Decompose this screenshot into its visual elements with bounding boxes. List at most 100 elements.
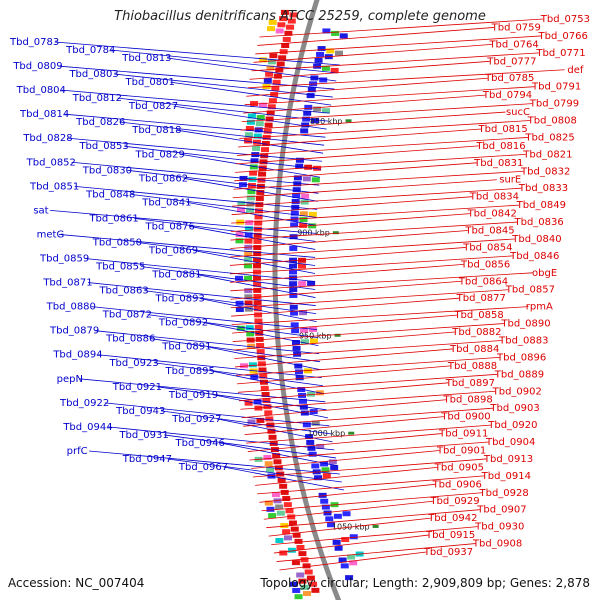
label-leader-right: [239, 120, 531, 139]
gene-block: [298, 398, 307, 404]
gene-block: [268, 19, 277, 25]
label-leader-right: [259, 18, 544, 38]
gene-block: [308, 451, 317, 457]
gene-label-left: Tbd_0921: [112, 382, 162, 393]
gene-label-right: Tbd_0794: [482, 90, 532, 101]
gene-block: [244, 263, 253, 269]
gene-block: [289, 12, 298, 18]
gene-block: [253, 245, 262, 251]
label-leader-right: [233, 331, 455, 351]
gene-block: [249, 170, 258, 176]
gene-label-left: pepN: [57, 374, 83, 385]
label-leader-left: [206, 346, 321, 371]
gene-block: [308, 211, 317, 217]
gene-block: [246, 119, 255, 125]
gene-block: [246, 331, 255, 337]
label-leader-left: [134, 218, 316, 242]
gene-label-right: Tbd_0884: [449, 344, 499, 355]
gene-block: [259, 57, 268, 63]
gene-block: [269, 53, 278, 59]
gene-block: [289, 269, 298, 275]
label-leader-right: [231, 306, 529, 326]
gene-block: [266, 110, 275, 116]
label-leader-left: [120, 121, 325, 146]
gene-label-right: Tbd_0825: [524, 132, 574, 143]
gene-label-right: Tbd_0898: [443, 395, 493, 406]
gene-block: [323, 510, 332, 516]
gene-label-left: Tbd_0871: [42, 278, 92, 289]
label-leader-right: [237, 137, 528, 156]
label-leader-right: [231, 297, 460, 317]
gene-block: [292, 345, 301, 351]
gene-block: [275, 28, 284, 34]
scale-tick-mark: [372, 524, 379, 528]
gene-labels: Tbd_0783 Tbd_0784 Tbd_0813 Tbd_0809 Tbd_0803…: [9, 14, 590, 558]
gene-block: [288, 520, 297, 526]
gene-block: [253, 399, 262, 405]
label-leader-right: [239, 382, 449, 402]
gene-block: [244, 251, 253, 257]
gene-label-right: Tbd_0901: [436, 445, 486, 456]
gene-block: [289, 263, 298, 269]
gene-label-right: Tbd_0896: [496, 352, 546, 363]
gene-block: [302, 422, 311, 428]
gene-block: [277, 22, 286, 28]
gene-label-right: sucC: [506, 107, 530, 118]
label-leader-right: [233, 170, 524, 190]
label-leader-right: [247, 69, 565, 89]
gene-block: [290, 526, 299, 532]
gene-label-left: Tbd_0852: [26, 157, 76, 168]
gene-label-right: Tbd_0764: [488, 39, 538, 50]
gene-block: [299, 404, 308, 410]
gene-block: [279, 550, 288, 556]
label-leader-left: [160, 410, 331, 435]
gene-label-right: Tbd_0902: [492, 386, 542, 397]
label-leader-right: [255, 35, 542, 55]
gene-label-left: Tbd_0927: [171, 414, 221, 425]
label-leader-right: [253, 43, 492, 63]
gene-block: [247, 189, 256, 195]
label-leader-right: [257, 475, 485, 495]
gene-block: [254, 220, 263, 226]
gene-label-left: Tbd_0848: [85, 189, 135, 200]
label-leader-left: [108, 426, 335, 451]
label-leader-right: [235, 348, 453, 368]
gene-label-left: Tbd_0804: [16, 85, 66, 96]
gene-block: [244, 288, 253, 294]
gene-block: [238, 182, 247, 188]
gene-label-right: Tbd_0849: [516, 200, 566, 211]
label-leader-left: [54, 41, 341, 66]
gene-block: [316, 443, 325, 449]
label-leader-right: [241, 103, 533, 123]
gene-block: [291, 328, 300, 334]
label-leader-left: [210, 370, 325, 395]
gene-block: [293, 175, 302, 181]
gene-label-right: Tbd_0831: [473, 158, 523, 169]
gene-block: [268, 434, 277, 440]
gene-block: [292, 187, 301, 193]
gene-block: [246, 201, 255, 207]
gene-label-left: Tbd_0809: [12, 61, 62, 72]
gene-label-right: Tbd_0777: [486, 56, 536, 67]
gene-block: [267, 59, 276, 65]
gene-block: [253, 300, 262, 306]
gene-block: [289, 304, 298, 310]
gene-label-right: rpmA: [526, 302, 553, 313]
gene-block: [299, 222, 308, 228]
gene-label-right: Tbd_0942: [427, 513, 477, 524]
gene-block: [263, 404, 272, 410]
gene-block: [300, 199, 309, 205]
gene-block: [311, 463, 320, 469]
gene-block: [262, 134, 271, 140]
gene-block: [307, 87, 316, 93]
gene-block: [263, 77, 272, 83]
gene-label-right: Tbd_0753: [540, 14, 590, 25]
label-leader-right: [246, 77, 488, 97]
gene-block: [261, 391, 270, 397]
gene-block: [245, 125, 254, 131]
gene-label-right: Tbd_0836: [513, 217, 563, 228]
gene-block: [244, 138, 253, 144]
label-leader-left: [50, 209, 316, 234]
